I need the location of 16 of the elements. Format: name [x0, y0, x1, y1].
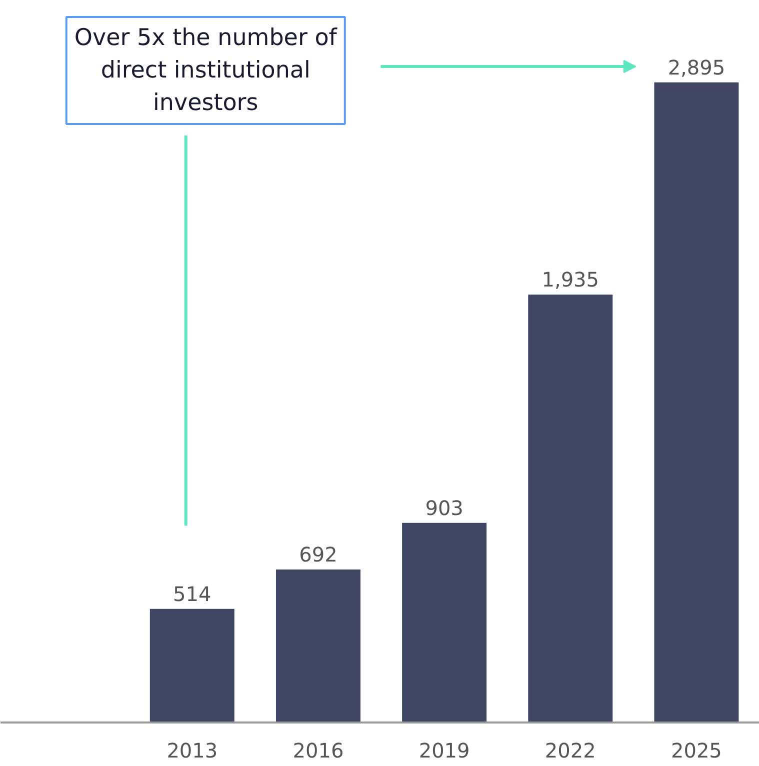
x-tick-label: 2022 — [544, 738, 596, 762]
bar — [276, 570, 360, 722]
data-label: 514 — [173, 582, 212, 606]
x-tick-label: 2019 — [418, 738, 470, 762]
x-tick-label: 2016 — [292, 738, 344, 762]
data-label: 903 — [425, 496, 464, 520]
bar — [528, 294, 613, 722]
x-tick-label: 2013 — [166, 738, 218, 762]
annotation: Over 5x the number of direct institutional investors — [74, 25, 338, 116]
bar — [150, 608, 234, 722]
data-label: 692 — [299, 542, 338, 566]
data-label: 2,895 — [668, 55, 726, 80]
data-label: 1,935 — [542, 268, 600, 292]
bar — [654, 82, 739, 722]
x-tick-label: 2025 — [671, 738, 722, 762]
bar — [402, 522, 487, 722]
